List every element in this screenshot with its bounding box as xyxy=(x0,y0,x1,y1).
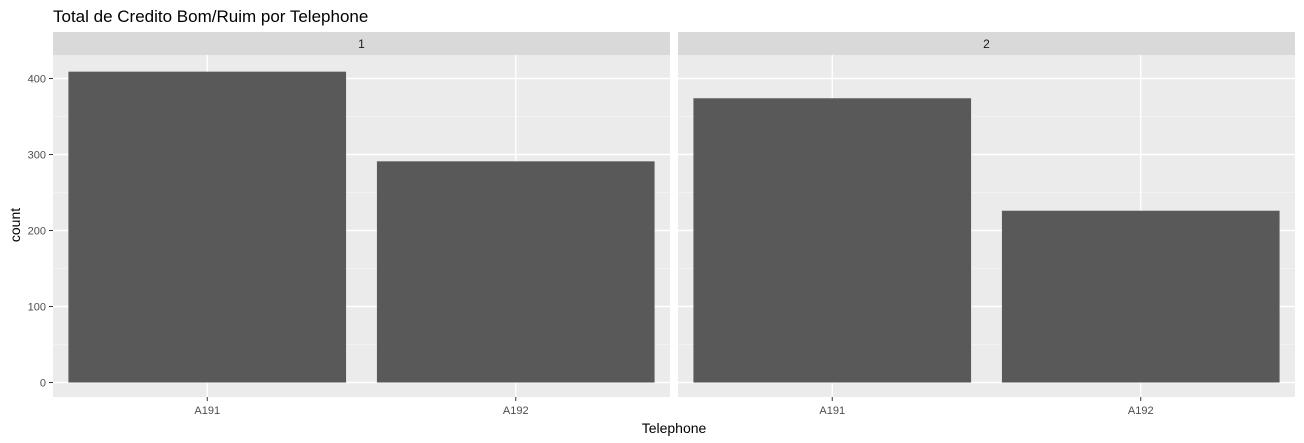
facet-panel-2: 2 A191 A192 xyxy=(678,32,1295,417)
x-tick-label: A192 xyxy=(503,405,529,417)
y-axis: 0 100 200 300 400 xyxy=(28,74,53,390)
bar-1-A192 xyxy=(376,161,655,383)
chart-title: Total de Credito Bom/Ruim por Telephone xyxy=(53,7,368,26)
y-tick-label: 400 xyxy=(28,74,46,86)
facet-strip-label: 2 xyxy=(983,37,990,51)
x-axis-title: Telephone xyxy=(642,420,707,436)
facet-strip-label: 1 xyxy=(358,37,365,51)
x-tick-label: A192 xyxy=(1128,405,1154,417)
y-tick-label: 200 xyxy=(28,226,46,238)
facet-strip xyxy=(53,32,670,55)
facets: 1 A191 A192 2 A191 A192 0 100 200 300 400 xyxy=(28,32,1295,417)
facet-panel-1: 1 A191 A192 xyxy=(53,32,670,417)
bar-2-A192 xyxy=(1001,210,1280,383)
x-tick-label: A191 xyxy=(194,405,220,417)
y-tick-label: 100 xyxy=(28,302,46,314)
y-axis-title: count xyxy=(7,208,23,242)
y-tick-label: 0 xyxy=(40,378,46,390)
bar-1-A191 xyxy=(68,71,347,383)
x-tick-label: A191 xyxy=(819,405,845,417)
bar-2-A191 xyxy=(693,98,972,383)
y-tick-label: 300 xyxy=(28,150,46,162)
facet-strip xyxy=(678,32,1295,55)
